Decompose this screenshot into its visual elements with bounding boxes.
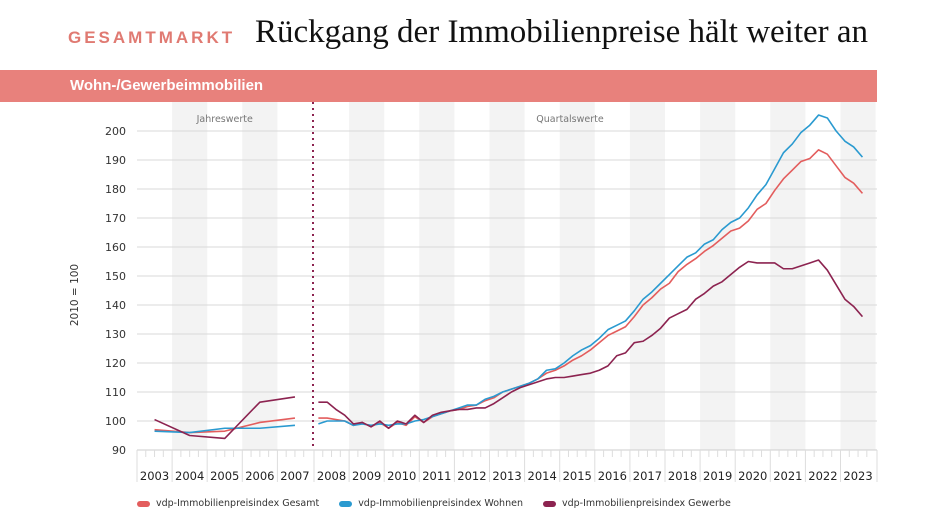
y-tick-label: 140 xyxy=(105,299,126,312)
y-tick-label: 100 xyxy=(105,415,126,428)
y-tick-label: 110 xyxy=(105,386,126,399)
chart-title-bar: Wohn-/Gewerbeimmobilien xyxy=(0,70,877,102)
x-tick-label: 2007 xyxy=(280,469,309,483)
y-axis-label: 2010 = 100 xyxy=(69,264,81,326)
section-label: Jahreswerte xyxy=(196,114,253,125)
x-tick-label: 2004 xyxy=(175,469,204,483)
legend: vdp-Immobilienpreisindex Gesamt vdp-Immo… xyxy=(137,498,731,509)
x-tick-label: 2015 xyxy=(563,469,592,483)
x-tick-label: 2013 xyxy=(492,469,521,483)
legend-swatch xyxy=(339,500,353,507)
y-tick-label: 200 xyxy=(105,125,126,138)
section-kicker: GESAMTMARKT xyxy=(68,28,236,47)
chart-title: Wohn-/Gewerbeimmobilien xyxy=(70,77,264,94)
x-tick-label: 2008 xyxy=(317,469,346,483)
y-tick-label: 150 xyxy=(105,270,126,283)
x-tick-label: 2023 xyxy=(843,469,872,483)
page-title: Rückgang der Immobilienpreise hält weite… xyxy=(255,14,869,50)
x-tick-label: 2017 xyxy=(633,469,662,483)
x-tick-label: 2020 xyxy=(738,469,767,483)
series-line-gewerbe-quarterly xyxy=(318,259,864,430)
y-tick-label: 90 xyxy=(112,444,126,457)
series-line-wohnen-quarterly xyxy=(318,114,864,427)
legend-item-gewerbe: vdp-Immobilienpreisindex Gewerbe xyxy=(542,498,731,509)
x-tick-label: 2003 xyxy=(140,469,169,483)
series-line-wohnen-annual xyxy=(154,424,296,434)
x-tick-label: 2011 xyxy=(422,469,451,483)
x-tick-label: 2019 xyxy=(703,469,732,483)
x-tick-label: 2021 xyxy=(773,469,802,483)
x-tick-label: 2010 xyxy=(387,469,416,483)
x-tick-label: 2009 xyxy=(352,469,381,483)
x-tick-label: 2022 xyxy=(808,469,837,483)
legend-swatch xyxy=(137,500,150,507)
series-line-gewerbe-annual xyxy=(154,396,296,440)
y-tick-label: 120 xyxy=(105,357,126,370)
x-tick-label: 2006 xyxy=(245,469,274,483)
y-tick-label: 190 xyxy=(105,154,126,167)
legend-label: vdp-Immobilienpreisindex Gesamt xyxy=(156,498,320,509)
x-tick-label: 2014 xyxy=(528,469,557,483)
legend-item-gesamt: vdp-Immobilienpreisindex Gesamt xyxy=(137,498,319,509)
x-tick-label: 2012 xyxy=(457,469,486,483)
legend-swatch xyxy=(542,500,556,507)
x-tick-label: 2016 xyxy=(598,469,627,483)
y-tick-label: 170 xyxy=(105,212,126,225)
y-tick-label: 160 xyxy=(105,241,126,254)
legend-item-wohnen: vdp-Immobilienpreisindex Wohnen xyxy=(339,498,523,509)
x-tick-label: 2005 xyxy=(210,469,239,483)
legend-label: vdp-Immobilienpreisindex Gewerbe xyxy=(561,498,731,509)
x-tick-label: 2018 xyxy=(668,469,697,483)
legend-label: vdp-Immobilienpreisindex Wohnen xyxy=(358,498,523,509)
section-label: Quartalswerte xyxy=(536,114,604,125)
y-tick-label: 180 xyxy=(105,183,126,196)
y-tick-label: 130 xyxy=(105,328,126,341)
